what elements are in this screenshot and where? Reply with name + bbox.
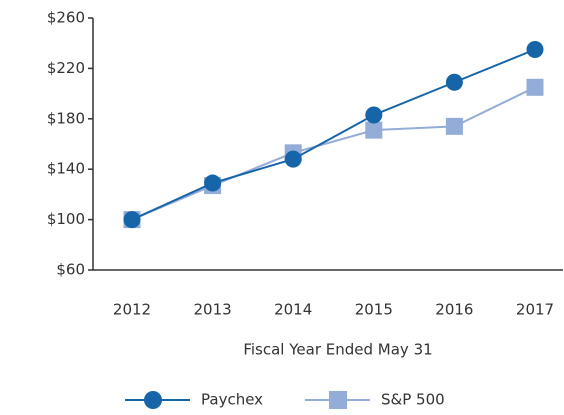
x-tick-label: 2012 xyxy=(113,301,151,319)
x-tick-label: 2014 xyxy=(274,301,312,319)
y-tick-label: $180 xyxy=(47,109,85,127)
marker xyxy=(526,41,544,58)
y-tick-label: $60 xyxy=(56,261,85,279)
series-line xyxy=(131,48,536,221)
x-tick-label: 2016 xyxy=(435,301,473,319)
marker xyxy=(365,106,383,124)
x-tick-label: 2015 xyxy=(355,301,393,319)
y-tick-label: $140 xyxy=(47,160,85,178)
x-tick-label: 2017 xyxy=(516,301,554,319)
y-tick-label: $260 xyxy=(47,9,85,27)
marker xyxy=(204,174,222,192)
legend-marker xyxy=(144,391,162,409)
marker xyxy=(445,117,463,135)
series-line xyxy=(131,86,536,221)
legend-label: S&P 500 xyxy=(381,391,445,409)
y-tick-label: $100 xyxy=(47,210,85,228)
x-axis-label: Fiscal Year Ended May 31 xyxy=(243,341,432,359)
legend-label: Paychex xyxy=(201,391,263,409)
marker xyxy=(284,150,302,168)
marker xyxy=(365,121,383,139)
x-tick-label: 2013 xyxy=(194,301,232,319)
marker xyxy=(445,73,463,91)
legend-marker xyxy=(329,391,347,409)
marker xyxy=(526,78,544,96)
marker xyxy=(123,211,141,229)
y-tick-label: $220 xyxy=(47,59,85,77)
